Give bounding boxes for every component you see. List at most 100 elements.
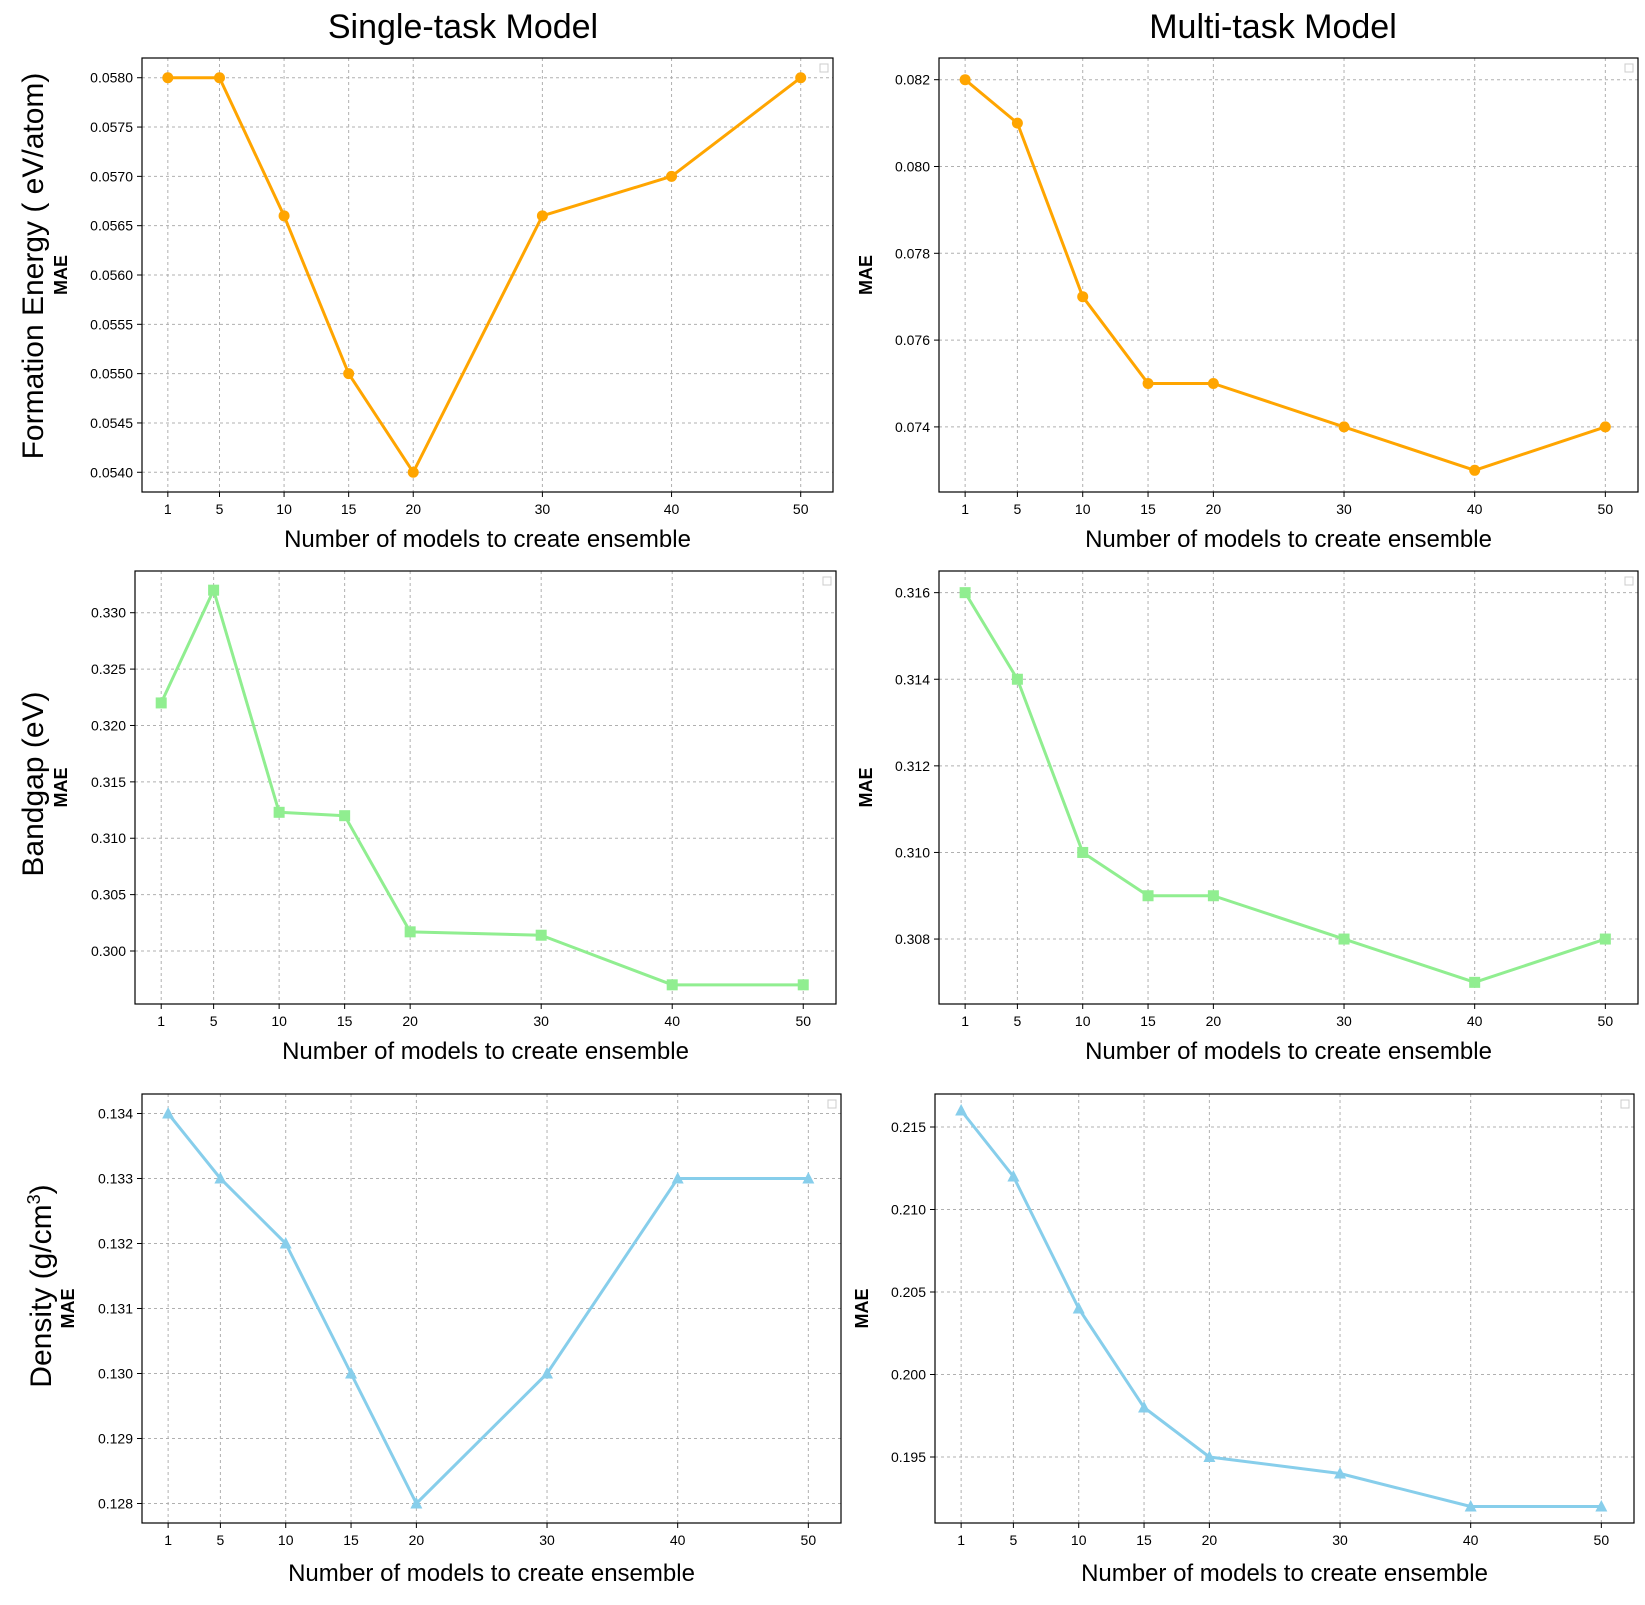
y-tick-label: 0.300: [91, 943, 126, 959]
data-point: [1599, 421, 1611, 433]
data-point: [1072, 1302, 1085, 1314]
data-point: [536, 210, 548, 222]
legend-box: [1624, 576, 1634, 586]
plot-frame: [134, 570, 837, 1005]
x-tick-label: 5: [216, 501, 224, 517]
data-point: [959, 74, 971, 86]
data-point: [802, 1172, 815, 1184]
y-tick-label: 0.310: [91, 830, 126, 846]
data-point: [1595, 1500, 1608, 1512]
y-tick-label: 0.080: [895, 159, 930, 175]
x-tick-label: 15: [1140, 1013, 1156, 1029]
legend-box: [1620, 1099, 1630, 1109]
x-tick-label: 10: [276, 501, 292, 517]
x-tick-label: 20: [402, 1013, 418, 1029]
data-point: [404, 926, 416, 938]
y-tick-label: 0.129: [98, 1431, 133, 1447]
data-point: [535, 929, 547, 941]
legend-box: [819, 63, 829, 73]
x-tick-label: 30: [539, 1532, 555, 1548]
single-task-title: Single-task Model: [327, 8, 599, 46]
x-tick-label: 15: [343, 1532, 359, 1548]
plot-frame: [934, 1093, 1635, 1524]
x-tick-label: 20: [405, 501, 421, 517]
y-tick-label: 0.315: [91, 774, 126, 790]
x-tick-label: 30: [1336, 1013, 1352, 1029]
data-point: [1011, 117, 1023, 129]
x-tick-label: 5: [1013, 501, 1021, 517]
x-axis-label: Number of models to create ensemble: [282, 1038, 689, 1065]
plot-frame: [938, 57, 1639, 493]
legend-box: [822, 576, 832, 586]
y-tick-label: 0.078: [895, 245, 930, 261]
y-tick-label: 0.200: [891, 1367, 926, 1383]
x-tick-label: 30: [535, 501, 551, 517]
y-tick-label: 0.308: [895, 931, 930, 947]
y-tick-label: 0.210: [891, 1202, 926, 1218]
series-line: [963, 591, 1606, 984]
y-tick-label: 0.330: [91, 605, 126, 621]
x-tick-label: 10: [271, 1013, 287, 1029]
y-tick-label: 0.076: [895, 332, 930, 348]
data-point: [1142, 890, 1154, 902]
x-tick-label: 50: [1598, 501, 1614, 517]
x-tick-label: 20: [1202, 1532, 1218, 1548]
x-tick-label: 50: [1598, 1013, 1614, 1029]
chart-de-single: 1 5 10 15 20 30 40 500.1280.1290.1300.1310.1320…: [58, 1093, 842, 1587]
x-tick-label: 5: [1013, 1013, 1021, 1029]
y-tick-label: 0.131: [98, 1301, 133, 1317]
x-tick-label: 1: [961, 1013, 969, 1029]
y-tick-label: 0.215: [891, 1119, 926, 1135]
series-line: [159, 588, 804, 987]
series-line: [167, 76, 802, 474]
x-tick-label: 30: [533, 1013, 549, 1029]
y-tick-label: 0.320: [91, 717, 126, 733]
x-tick-label: 5: [1009, 1532, 1017, 1548]
y-tick-label: 0.133: [98, 1171, 133, 1187]
x-tick-label: 15: [341, 501, 357, 517]
y-axis-label: MAE: [51, 255, 71, 295]
y-tick-label: 0.314: [895, 671, 930, 687]
x-tick-label: 10: [1075, 501, 1091, 517]
x-axis-label: Number of models to create ensemble: [1085, 1038, 1492, 1065]
multi-task-title: Multi-task Model: [1149, 8, 1397, 46]
y-axis-label: MAE: [58, 1289, 78, 1329]
data-point: [671, 1172, 684, 1184]
x-tick-label: 40: [670, 1532, 686, 1548]
data-point: [1011, 673, 1023, 685]
x-tick-label: 50: [795, 1013, 811, 1029]
y-tick-label: 0.205: [891, 1284, 926, 1300]
data-point: [278, 210, 290, 222]
data-point: [1077, 291, 1089, 303]
y-tick-label: 0.0570: [90, 168, 133, 184]
x-tick-label: 1: [164, 1532, 172, 1548]
data-point: [410, 1497, 423, 1509]
data-point: [273, 806, 285, 818]
y-tick-label: 0.0560: [90, 267, 133, 283]
plot-frame: [938, 570, 1639, 1005]
y-tick-label: 0.0580: [90, 70, 133, 86]
x-tick-label: 40: [664, 1013, 680, 1029]
x-tick-label: 30: [1332, 1532, 1348, 1548]
x-tick-label: 50: [1594, 1532, 1610, 1548]
x-tick-label: 40: [1467, 501, 1483, 517]
x-tick-label: 10: [1075, 1013, 1091, 1029]
data-point: [1207, 378, 1219, 389]
y-tick-label: 0.130: [98, 1366, 133, 1382]
chart-bg-multi: 1 5 10 15 20 30 40 500.3080.3100.3120.3140.316N…: [856, 570, 1639, 1065]
x-tick-label: 40: [1467, 1013, 1483, 1029]
x-tick-label: 40: [664, 501, 680, 517]
y-tick-label: 0.316: [895, 585, 930, 601]
x-tick-label: 50: [793, 501, 809, 517]
data-point: [213, 72, 225, 84]
data-point: [1469, 976, 1481, 988]
x-tick-label: 10: [278, 1532, 294, 1548]
y-tick-label: 0.132: [98, 1236, 133, 1252]
data-point: [666, 979, 678, 991]
y-tick-label: 0.0540: [90, 464, 133, 480]
data-point: [162, 1107, 175, 1119]
x-tick-label: 50: [801, 1532, 817, 1548]
y-axis-label: MAE: [852, 1289, 872, 1329]
